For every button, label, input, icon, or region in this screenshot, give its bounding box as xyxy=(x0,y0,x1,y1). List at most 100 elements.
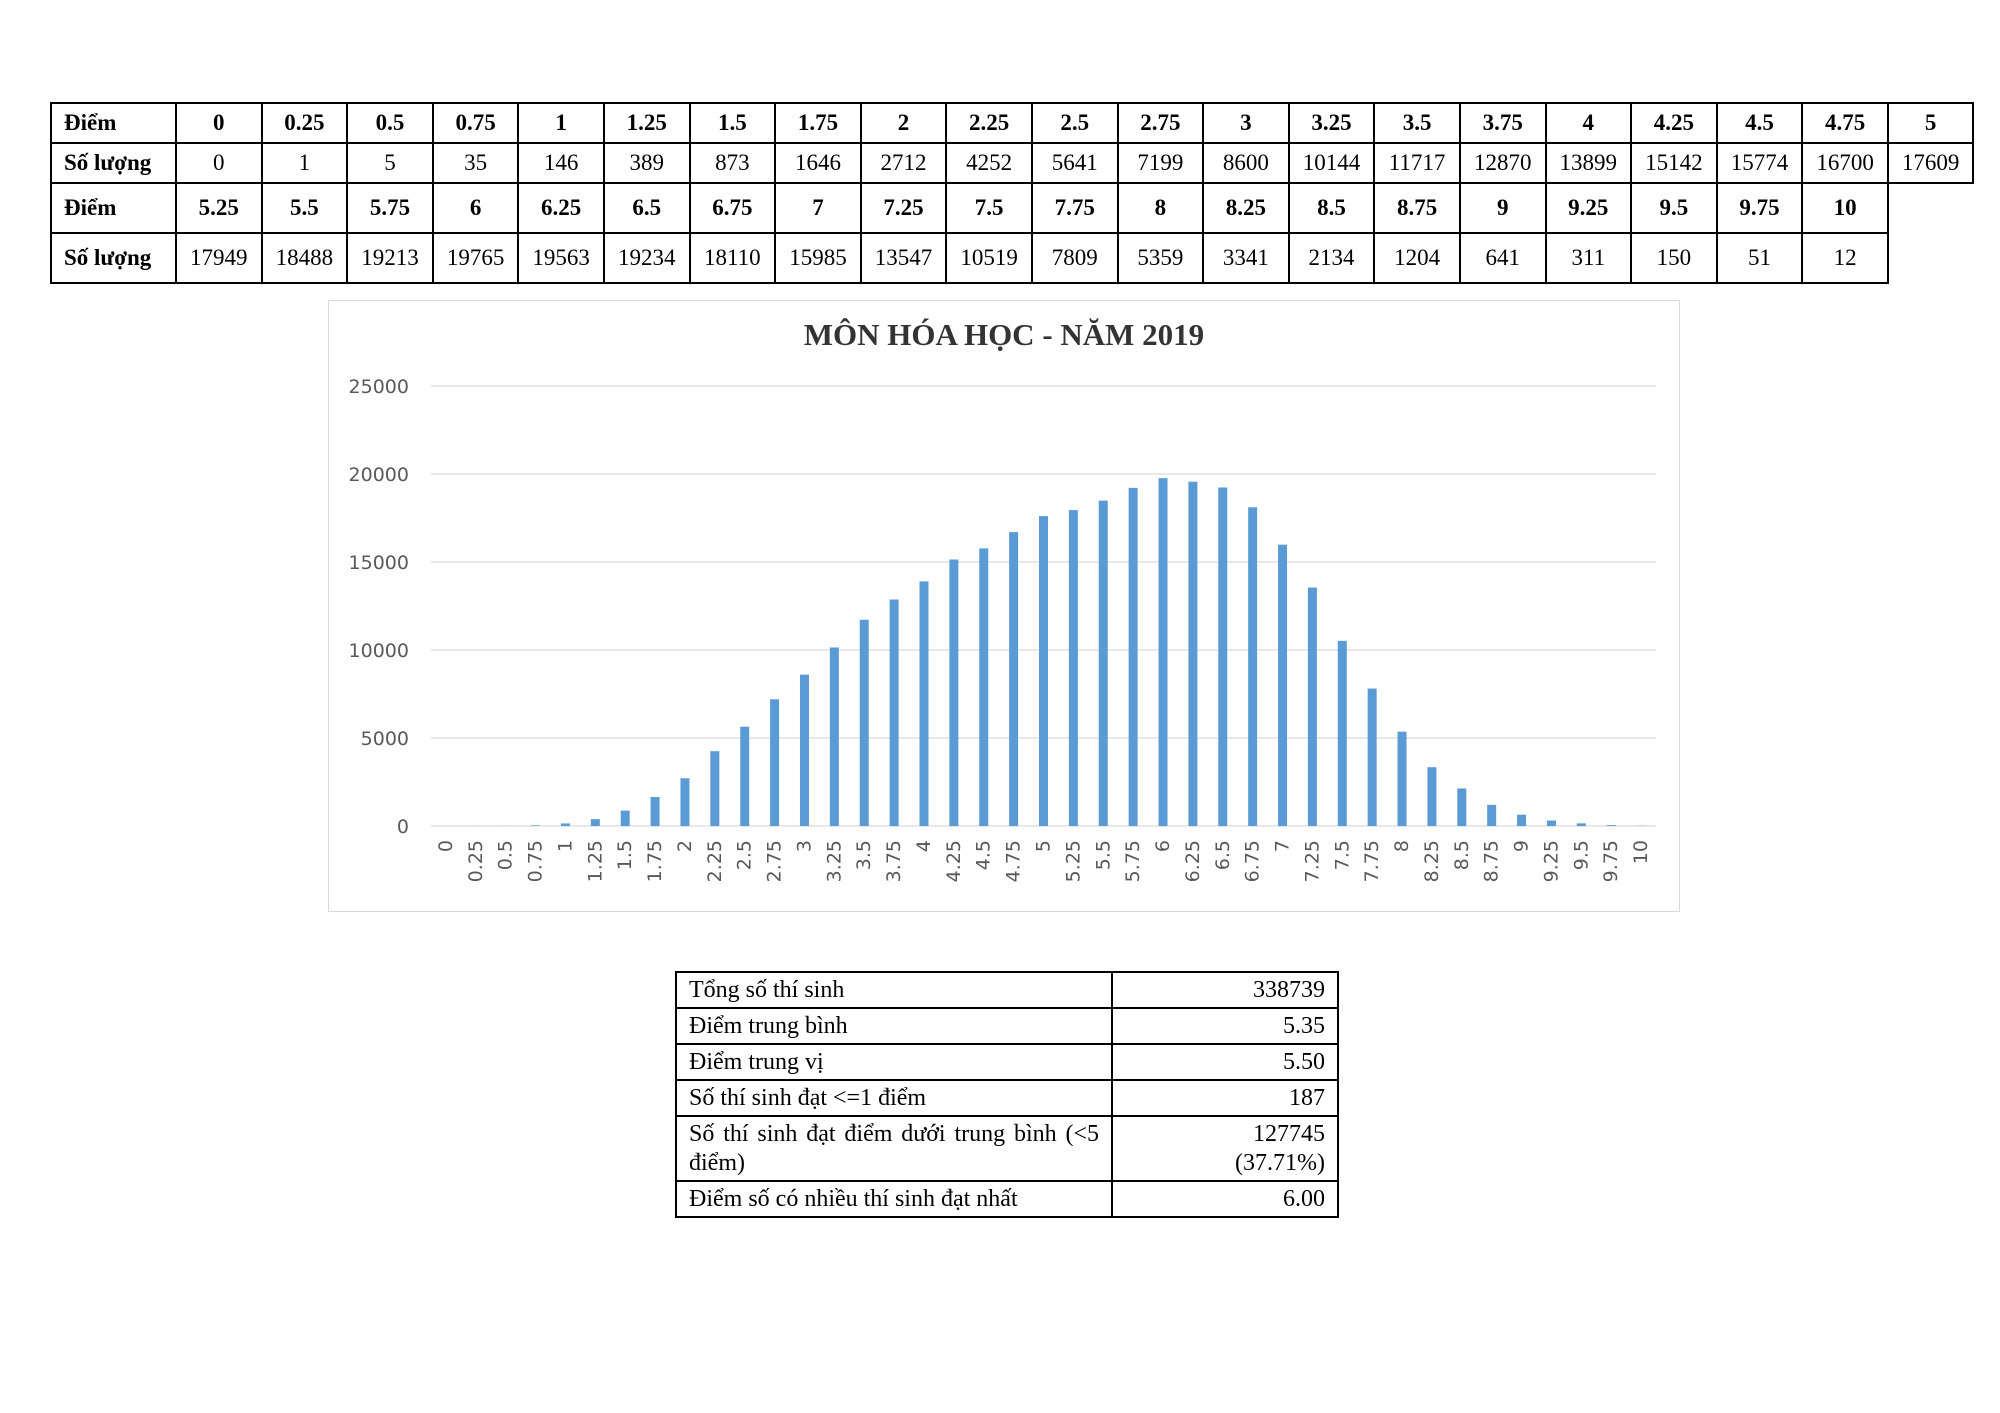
score-cell: 9.5 xyxy=(1630,182,1718,234)
summary-value: 338739 xyxy=(1111,971,1339,1009)
bar xyxy=(829,647,839,826)
x-tick-label: 5 xyxy=(1033,840,1055,852)
bar xyxy=(1128,487,1138,826)
bar xyxy=(680,778,690,826)
score-cell: 3.25 xyxy=(1287,102,1376,144)
x-tick-label: 1.75 xyxy=(644,840,666,882)
x-tick-label: 9.75 xyxy=(1600,840,1622,882)
x-tick-label: 4.5 xyxy=(973,840,995,870)
score-cell: 6.25 xyxy=(517,182,605,234)
summary-row: Điểm số có nhiều thí sinh đạt nhất 6.00 xyxy=(675,1180,1339,1218)
row-header: Điểm xyxy=(50,182,177,234)
count-cell: 0 xyxy=(175,142,263,184)
count-cell: 2134 xyxy=(1287,232,1376,284)
bar xyxy=(710,751,720,826)
count-cell: 311 xyxy=(1544,232,1633,284)
score-cell: 8 xyxy=(1116,182,1205,234)
score-cell: 5 xyxy=(1886,102,1975,144)
bar xyxy=(1427,767,1437,826)
bar xyxy=(1487,804,1497,826)
count-cell: 2712 xyxy=(859,142,948,184)
bar xyxy=(620,810,630,826)
summary-label: Số thí sinh đạt điểm dưới trung bình (<5… xyxy=(675,1115,1113,1182)
count-cell: 4252 xyxy=(945,142,1033,184)
score-cell: 0.75 xyxy=(431,102,520,144)
x-tick-label: 1.5 xyxy=(614,840,636,870)
x-tick-label: 5.75 xyxy=(1122,840,1144,882)
x-tick-label: 2 xyxy=(674,840,696,852)
score-cell: 6.5 xyxy=(602,182,691,234)
count-cell: 1204 xyxy=(1373,232,1461,284)
score-row-2: Điểm 5.25 5.5 5.75 6 6.25 6.5 6.75 7 7.25 7.5 7.75 8… xyxy=(50,182,1974,234)
score-cell: 7.5 xyxy=(945,182,1033,234)
count-cell: 12 xyxy=(1801,232,1889,284)
count-cell: 12870 xyxy=(1458,142,1547,184)
bar xyxy=(1098,500,1108,826)
x-tick-label: 6.25 xyxy=(1182,840,1204,882)
count-cell: 5 xyxy=(346,142,434,184)
score-cell: 5.5 xyxy=(260,182,349,234)
score-cell: 9 xyxy=(1458,182,1547,234)
score-cell: 7.75 xyxy=(1030,182,1119,234)
summary-value-main: 5.50 xyxy=(1283,1049,1325,1075)
count-cell: 146 xyxy=(517,142,605,184)
bar xyxy=(560,823,570,826)
summary-label: Điểm trung bình xyxy=(675,1007,1113,1045)
count-cell: 7809 xyxy=(1030,232,1119,284)
x-tick-label: 7.25 xyxy=(1301,840,1323,882)
count-cell: 16700 xyxy=(1801,142,1889,184)
bar xyxy=(1337,640,1347,826)
score-cell: 1 xyxy=(517,102,605,144)
score-cell: 2.5 xyxy=(1030,102,1119,144)
count-cell: 51 xyxy=(1715,232,1804,284)
bar xyxy=(859,619,869,826)
count-cell: 10519 xyxy=(945,232,1033,284)
score-cell: 10 xyxy=(1801,182,1889,234)
x-tick-label: 8 xyxy=(1391,840,1413,852)
summary-value-main: 5.35 xyxy=(1283,1013,1325,1039)
bar-chart: 0 5000 10000 15000 20000 25000 0 0.25 0.5 0.75 1 1.… xyxy=(349,376,1656,882)
y-tick-label: 15000 xyxy=(349,552,409,574)
count-cell: 18488 xyxy=(260,232,349,284)
x-tick-label: 3.5 xyxy=(853,840,875,870)
x-tick-label: 0.5 xyxy=(495,840,517,870)
x-tick-label: 1 xyxy=(554,840,576,852)
score-cell: 3 xyxy=(1202,102,1290,144)
score-cell: 4.75 xyxy=(1801,102,1889,144)
chart-title: MÔN HÓA HỌC - NĂM 2019 xyxy=(803,317,1205,352)
x-tick-label: 5.5 xyxy=(1092,840,1114,870)
summary-value: 6.00 xyxy=(1111,1180,1339,1218)
x-tick-label: 8.5 xyxy=(1451,840,1473,870)
score-cell: 7 xyxy=(774,182,862,234)
score-cell: 0.5 xyxy=(346,102,434,144)
count-cell: 11717 xyxy=(1373,142,1461,184)
score-cell: 5.25 xyxy=(175,182,263,234)
bar xyxy=(919,581,929,826)
bar xyxy=(1307,587,1317,826)
row-header: Số lượng xyxy=(50,142,177,184)
bar xyxy=(1248,507,1258,826)
count-cell: 17949 xyxy=(175,232,263,284)
y-tick-label: 25000 xyxy=(349,376,409,398)
count-cell: 389 xyxy=(602,142,691,184)
bar xyxy=(889,599,899,826)
summary-value-main: 187 xyxy=(1289,1085,1325,1111)
summary-row: Điểm trung vị 5.50 xyxy=(675,1043,1339,1081)
bar xyxy=(1457,788,1467,826)
x-tick-label: 3 xyxy=(793,840,815,852)
chart-area: MÔN HÓA HỌC - NĂM 2019 0 5000 10000 15000 20… xyxy=(328,300,1680,912)
x-tick-label: 0 xyxy=(435,840,457,852)
summary-label: Điểm trung vị xyxy=(675,1043,1113,1081)
bar xyxy=(650,797,660,826)
count-cell: 5641 xyxy=(1030,142,1119,184)
x-tick-label: 6 xyxy=(1152,840,1174,852)
x-tick-label: 7.5 xyxy=(1331,840,1353,870)
count-cell: 3341 xyxy=(1202,232,1290,284)
score-cell: 4 xyxy=(1544,102,1633,144)
bar xyxy=(1068,510,1078,826)
count-cell: 19234 xyxy=(602,232,691,284)
count-cell: 150 xyxy=(1630,232,1718,284)
count-cell: 15142 xyxy=(1630,142,1718,184)
score-cell: 2.25 xyxy=(945,102,1033,144)
score-cell: 7.25 xyxy=(859,182,948,234)
